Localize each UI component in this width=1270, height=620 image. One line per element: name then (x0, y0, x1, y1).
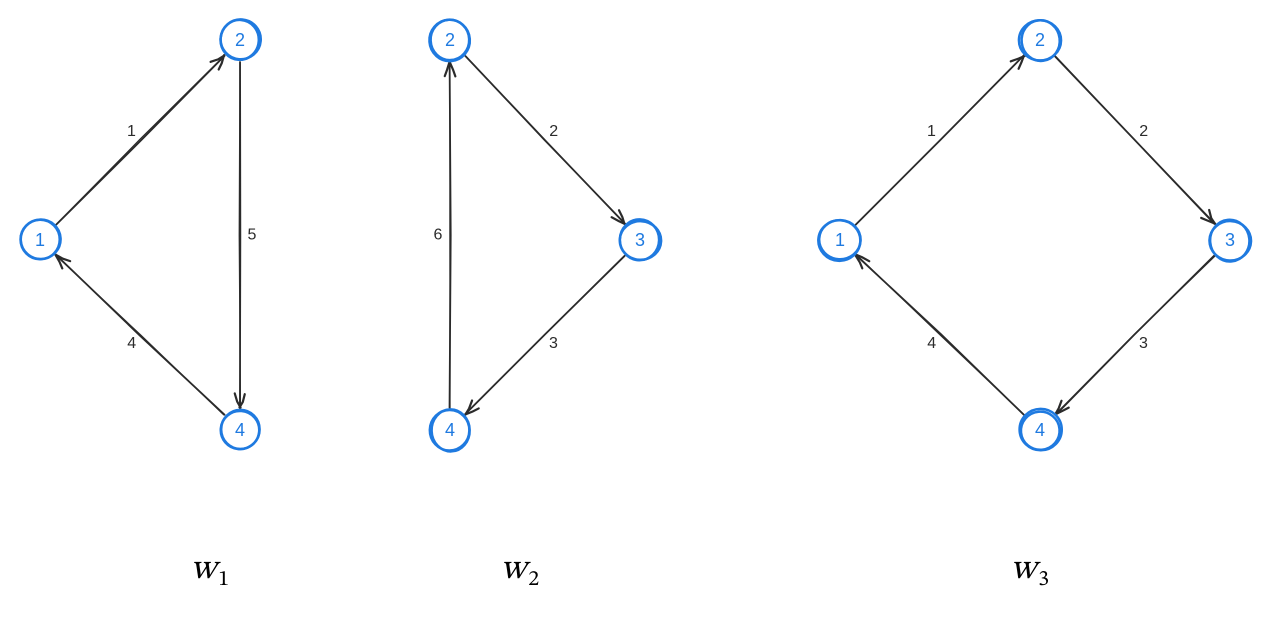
edges: 2 3 6 (434, 56, 626, 415)
edge-label: 3 (549, 335, 558, 352)
node-label: 3 (1225, 230, 1235, 250)
node-label: 1 (35, 230, 45, 250)
edge-2-3: 2 (465, 56, 625, 224)
node-4: 4 (219, 409, 260, 450)
node-label: 2 (1035, 30, 1045, 50)
edge-1-2: 1 (855, 55, 1024, 225)
diagram-canvas: 1 5 4 1 2 4 w1 2 3 6 2 3 4 w2 1 2 3 4 1 2 3 4 w3 (0, 0, 1270, 620)
graph-title-w3: w3 (1011, 553, 1049, 591)
node-2: 2 (219, 18, 262, 61)
node-2: 2 (428, 18, 471, 62)
graph-w2: 2 3 6 2 3 4 w2 (428, 18, 662, 591)
nodes: 1 2 3 4 (817, 18, 1252, 451)
node-3: 3 (619, 219, 662, 261)
nodes: 1 2 4 (20, 18, 263, 451)
node-label: 3 (635, 230, 645, 250)
graph-title-w1: w1 (191, 553, 229, 591)
graph-w1: 1 5 4 1 2 4 w1 (20, 18, 263, 591)
node-label: 2 (235, 30, 245, 50)
edge-1-2: 1 (56, 55, 225, 225)
edge-4-2: 6 (434, 61, 456, 408)
node-label: 4 (1035, 420, 1045, 440)
node-label: 4 (445, 420, 455, 440)
edges: 1 2 3 4 (855, 55, 1215, 415)
node-label: 4 (235, 420, 245, 440)
node-4: 4 (429, 409, 470, 452)
nodes: 2 3 4 (428, 18, 662, 452)
edge-label: 5 (248, 227, 257, 244)
node-1: 1 (817, 219, 861, 262)
edge-label: 4 (127, 335, 136, 352)
edge-label: 6 (434, 227, 443, 244)
edge-label: 3 (1139, 335, 1148, 352)
edge-label: 2 (1139, 123, 1148, 140)
edge-label: 2 (549, 123, 558, 140)
edge-3-4: 3 (465, 256, 625, 415)
edge-label: 4 (927, 335, 936, 352)
graph-w3: 1 2 3 4 1 2 3 4 w3 (817, 18, 1252, 591)
node-4: 4 (1019, 409, 1062, 452)
node-label: 2 (445, 30, 455, 50)
graph-title-w2: w2 (501, 553, 539, 591)
edge-label: 1 (927, 123, 936, 140)
edge-3-4: 3 (1055, 256, 1215, 415)
edge-2-4: 5 (235, 62, 257, 409)
edge-4-1: 4 (55, 255, 224, 415)
edges: 1 5 4 (55, 55, 256, 415)
edge-label: 1 (127, 123, 136, 140)
edge-2-3: 2 (1055, 55, 1216, 223)
node-label: 1 (835, 230, 845, 250)
edge-4-1: 4 (856, 255, 1024, 415)
node-1: 1 (20, 218, 62, 260)
